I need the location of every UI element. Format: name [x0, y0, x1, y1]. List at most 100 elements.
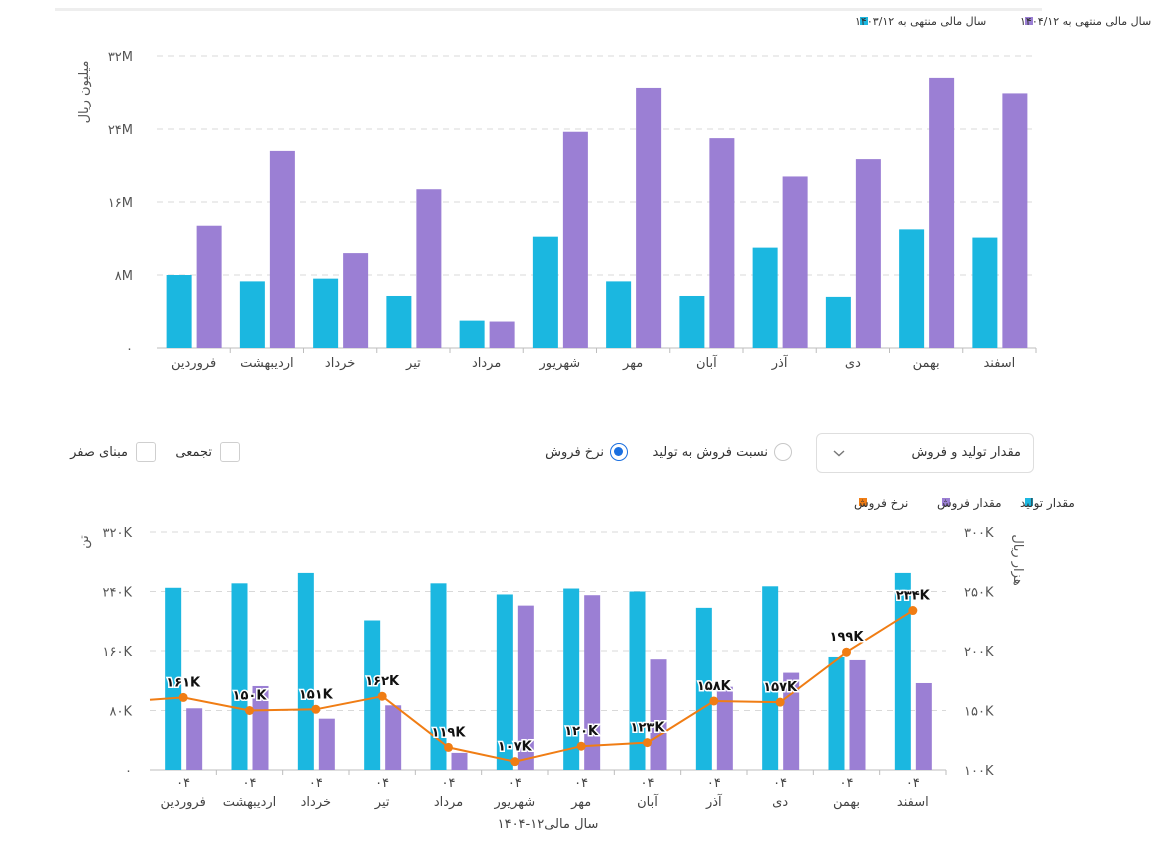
bar-production — [828, 656, 845, 770]
x-tick-label: تیر — [405, 356, 421, 371]
legend-label: نرخ فروش — [854, 496, 908, 511]
legend-label: مقدار فروش — [937, 496, 1002, 511]
checkbox-cumulative[interactable]: تجمعی — [175, 441, 240, 463]
bar-previous-year — [606, 281, 632, 348]
bar-sales — [318, 718, 335, 770]
bar-current-year — [562, 131, 588, 348]
y2-axis-title: هزار ریال — [1010, 534, 1025, 585]
rate-data-label: ۱۵۰K — [233, 689, 268, 704]
rate-point — [775, 697, 785, 707]
x-tick-year: ۰۴ — [641, 776, 655, 791]
radio-rate[interactable]: نرخ فروش — [545, 441, 628, 463]
rate-data-label: ۱۵۸K — [697, 679, 732, 694]
x-tick-year: ۰۴ — [309, 776, 323, 791]
x-tick-year: ۰۴ — [375, 776, 389, 791]
bar-previous-year — [825, 296, 851, 348]
rate-point — [908, 606, 918, 616]
x-tick-label: مهر — [622, 356, 643, 371]
x-tick-label: فروردین — [171, 356, 216, 371]
x-tick-label: مرداد — [472, 356, 501, 371]
rate-data-label: ۱۶۲K — [365, 674, 400, 689]
bar-current-year — [196, 225, 222, 348]
rate-point — [643, 738, 652, 748]
bar-previous-year — [166, 275, 192, 348]
bar-sales — [915, 682, 932, 770]
x-tick-label: فروردین — [161, 795, 206, 810]
bar-production — [364, 620, 381, 770]
checkbox-cumulative-box[interactable] — [220, 442, 240, 462]
y2-tick-label: ۲۵۰K — [964, 586, 994, 601]
bar-sales — [252, 685, 269, 770]
radio-rate-circle[interactable] — [610, 443, 628, 461]
radio-ratio[interactable]: نسبت فروش به تولید — [653, 441, 792, 463]
bar-sales — [716, 686, 733, 770]
x-tick-label: تیر — [374, 795, 390, 810]
bar-current-year — [855, 159, 881, 348]
monthly-comparison-chart: ۰ ۸M ۱۶M ۲۴M ۳۲M میلیون ریال فروردین اردیبهشت خر… — [77, 15, 1151, 371]
chevron-down-icon — [833, 450, 845, 457]
y2-tick-label: ۱۵۰K — [964, 705, 994, 720]
bar-previous-year — [313, 278, 339, 348]
x-tick-label: آبان — [696, 354, 718, 371]
checkbox-cumulative-label: تجمعی — [175, 444, 212, 460]
bar-previous-year — [899, 229, 925, 348]
x-tick-year: ۰۴ — [442, 776, 456, 791]
bar-production — [165, 587, 182, 770]
top-divider — [55, 8, 1042, 11]
bar-current-year — [709, 138, 735, 348]
x-tick-year: ۰۴ — [707, 776, 721, 791]
y-tick-label: ۳۲M — [108, 50, 133, 65]
y-tick-label: ۲۴M — [108, 123, 133, 138]
x-tick-year: ۰۴ — [773, 776, 787, 791]
x-tick-label: آذر — [705, 793, 723, 810]
bar-production — [563, 588, 580, 770]
x-tick-label: شهریور — [493, 795, 535, 810]
bar-current-year — [1002, 93, 1028, 348]
rate-data-label: ۱۵۷K — [763, 680, 798, 695]
y-axis-title: میلیون ریال — [77, 61, 92, 124]
y-tick-label: ۳۲۰K — [103, 526, 133, 541]
bar-production — [695, 607, 712, 770]
metric-dropdown-label: مقدار تولید و فروش — [911, 445, 1021, 460]
legend-swatch — [1025, 17, 1033, 25]
checkbox-zero-base-box[interactable] — [136, 442, 156, 462]
rate-point — [178, 692, 188, 702]
x-tick-year: ۰۴ — [508, 776, 522, 791]
x-tick-label: دی — [772, 795, 788, 810]
rate-data-label: ۱۲۰K — [564, 724, 599, 739]
bar-sales — [451, 752, 468, 770]
legend-label: سال مالی منتهی به ۱۴۰۴/۱۲ — [1020, 15, 1151, 28]
rate-data-label: ۱۰۷K — [498, 740, 533, 755]
x-tick-label: بهمن — [913, 356, 940, 371]
rate-data-label: ۱۹۹K — [830, 630, 865, 645]
bar-sales — [650, 659, 667, 770]
bar-previous-year — [752, 247, 778, 348]
radio-ratio-circle[interactable] — [774, 443, 792, 461]
bar-previous-year — [532, 236, 558, 348]
legend-swatch — [942, 498, 950, 506]
bar-production — [629, 591, 646, 770]
bar-sales — [385, 705, 402, 770]
y2-tick-label: ۲۰۰K — [964, 645, 994, 660]
legend-swatch — [1025, 498, 1033, 506]
bar-current-year — [269, 150, 295, 348]
y-tick-label: ۰ — [126, 342, 133, 357]
rate-point — [709, 696, 719, 706]
x-tick-label: خرداد — [301, 795, 331, 810]
rate-data-label: ۱۱۹K — [432, 725, 467, 740]
checkbox-zero-base[interactable]: مبنای صفر — [70, 441, 156, 463]
x-tick-label: بهمن — [833, 795, 860, 810]
bar-current-year — [782, 176, 808, 348]
rate-point — [510, 757, 520, 767]
rate-data-label: ۱۶۱K — [166, 675, 201, 690]
metric-dropdown[interactable]: مقدار تولید و فروش — [816, 433, 1034, 473]
x-axis-title: سال مالی۱۲-۱۴۰۴ — [498, 817, 599, 832]
rate-point — [311, 704, 321, 714]
rate-point — [576, 741, 586, 751]
y-axis-title: تن — [77, 535, 92, 549]
bar-production — [762, 586, 779, 770]
x-tick-label: مهر — [570, 795, 591, 810]
x-tick-year: ۰۴ — [176, 776, 190, 791]
x-tick-label: اردیبهشت — [240, 356, 294, 371]
bar-previous-year — [679, 295, 705, 348]
